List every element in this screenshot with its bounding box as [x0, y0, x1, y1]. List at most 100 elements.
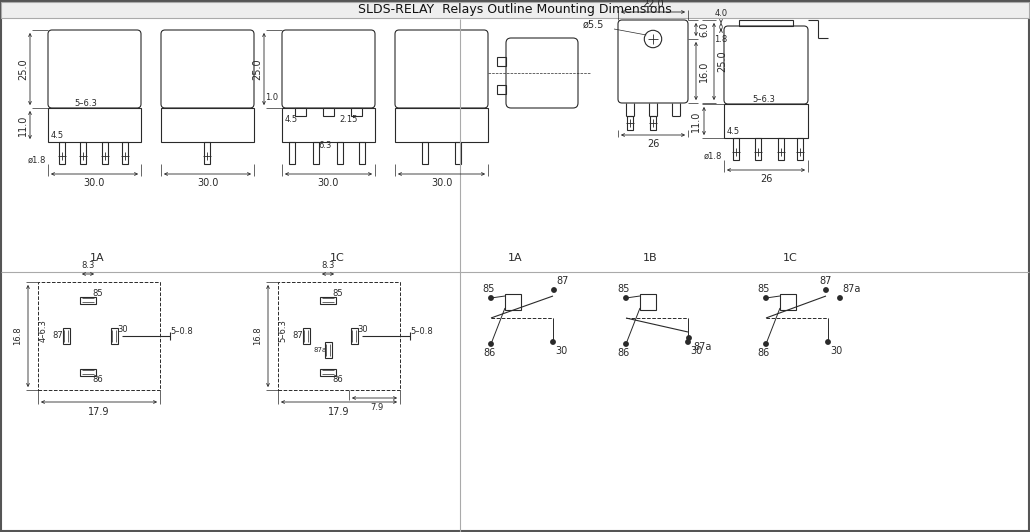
Bar — [63, 328, 69, 344]
Text: 16.8: 16.8 — [13, 327, 23, 345]
Bar — [778, 138, 784, 160]
Bar — [110, 328, 117, 344]
Circle shape — [824, 288, 828, 292]
Bar — [350, 328, 357, 344]
Text: 6.3: 6.3 — [318, 142, 332, 151]
Text: 25.0: 25.0 — [252, 58, 262, 80]
Circle shape — [764, 296, 768, 300]
Circle shape — [837, 296, 843, 300]
Bar — [161, 108, 254, 142]
Circle shape — [826, 340, 830, 344]
Bar — [337, 142, 343, 164]
Bar — [102, 142, 108, 164]
Text: SLDS-RELAY  Relays Outline Mounting Dimensions: SLDS-RELAY Relays Outline Mounting Dimen… — [358, 4, 672, 16]
Bar — [320, 369, 336, 376]
Bar — [282, 108, 375, 142]
Text: 1B: 1B — [643, 253, 657, 263]
Circle shape — [489, 342, 493, 346]
Text: ø1.8: ø1.8 — [28, 155, 46, 164]
Text: 5–6.3: 5–6.3 — [753, 95, 776, 104]
Bar — [739, 20, 793, 26]
Bar — [313, 142, 319, 164]
Circle shape — [489, 296, 493, 300]
Text: 5–0.8: 5–0.8 — [411, 328, 434, 337]
Text: 4.5: 4.5 — [285, 115, 298, 124]
Text: 87: 87 — [556, 276, 569, 286]
Text: 1.8: 1.8 — [715, 36, 727, 45]
Circle shape — [624, 296, 628, 300]
Text: 26: 26 — [647, 139, 659, 149]
Text: 30: 30 — [357, 325, 369, 334]
Text: 30: 30 — [830, 346, 843, 356]
Bar — [38, 282, 160, 390]
Circle shape — [686, 340, 690, 344]
Text: 5–6.3: 5–6.3 — [278, 320, 287, 343]
Text: 87a: 87a — [313, 347, 327, 353]
Text: 11.0: 11.0 — [18, 114, 28, 136]
Text: 86: 86 — [483, 348, 495, 358]
Text: 87a: 87a — [693, 342, 712, 352]
Text: 87a: 87a — [842, 284, 860, 294]
Text: ø1.8: ø1.8 — [703, 152, 722, 161]
Text: 30.0: 30.0 — [431, 178, 452, 188]
Bar — [627, 116, 633, 130]
Bar — [350, 108, 362, 116]
Bar — [797, 138, 803, 160]
Circle shape — [624, 342, 628, 346]
Text: 1A: 1A — [508, 253, 522, 263]
Bar — [650, 116, 656, 130]
Bar — [122, 142, 128, 164]
Bar — [724, 104, 808, 138]
Bar — [455, 142, 461, 164]
Text: 30: 30 — [117, 325, 129, 334]
Bar — [497, 85, 506, 94]
Text: 25.0: 25.0 — [18, 58, 28, 80]
Bar — [780, 294, 796, 310]
Text: 4.0: 4.0 — [715, 10, 727, 19]
Text: 5–6.3: 5–6.3 — [74, 98, 98, 107]
Text: 8.3: 8.3 — [321, 261, 335, 270]
Text: 85: 85 — [93, 288, 103, 297]
Text: 30: 30 — [690, 346, 702, 356]
Text: 1A: 1A — [90, 253, 104, 263]
Bar — [505, 294, 521, 310]
Text: 30: 30 — [555, 346, 568, 356]
Text: 30.0: 30.0 — [83, 178, 105, 188]
Bar — [733, 138, 739, 160]
Text: 86: 86 — [93, 375, 103, 384]
Text: 86: 86 — [758, 348, 770, 358]
Bar — [48, 108, 141, 142]
Text: 87: 87 — [293, 331, 304, 340]
Text: 4–6.3: 4–6.3 — [38, 320, 47, 343]
Bar — [295, 108, 306, 116]
Text: 6.0: 6.0 — [699, 22, 709, 37]
Bar — [278, 282, 400, 390]
Bar — [59, 142, 65, 164]
Bar — [80, 296, 96, 303]
Text: 85: 85 — [758, 284, 770, 294]
Bar — [80, 369, 96, 376]
Text: 85: 85 — [618, 284, 630, 294]
Bar — [640, 294, 656, 310]
Text: 87: 87 — [53, 331, 64, 340]
Text: 85: 85 — [333, 288, 343, 297]
Bar — [497, 57, 506, 66]
Bar — [394, 108, 488, 142]
Bar — [755, 138, 761, 160]
Text: 16.0: 16.0 — [699, 60, 709, 82]
Bar — [359, 142, 365, 164]
Text: 17.9: 17.9 — [329, 407, 350, 417]
Text: 8.3: 8.3 — [81, 261, 95, 270]
Text: 1C: 1C — [783, 253, 797, 263]
Bar — [80, 142, 85, 164]
Text: 1.0: 1.0 — [265, 94, 278, 103]
Text: 16.8: 16.8 — [253, 327, 263, 345]
Text: 11.0: 11.0 — [691, 110, 701, 132]
Bar — [1, 2, 1029, 18]
Text: ø5.5: ø5.5 — [583, 20, 604, 30]
Text: 5–0.8: 5–0.8 — [171, 328, 194, 337]
Text: 4.5: 4.5 — [727, 127, 741, 136]
Circle shape — [551, 340, 555, 344]
Bar — [303, 328, 309, 344]
Bar — [320, 296, 336, 303]
